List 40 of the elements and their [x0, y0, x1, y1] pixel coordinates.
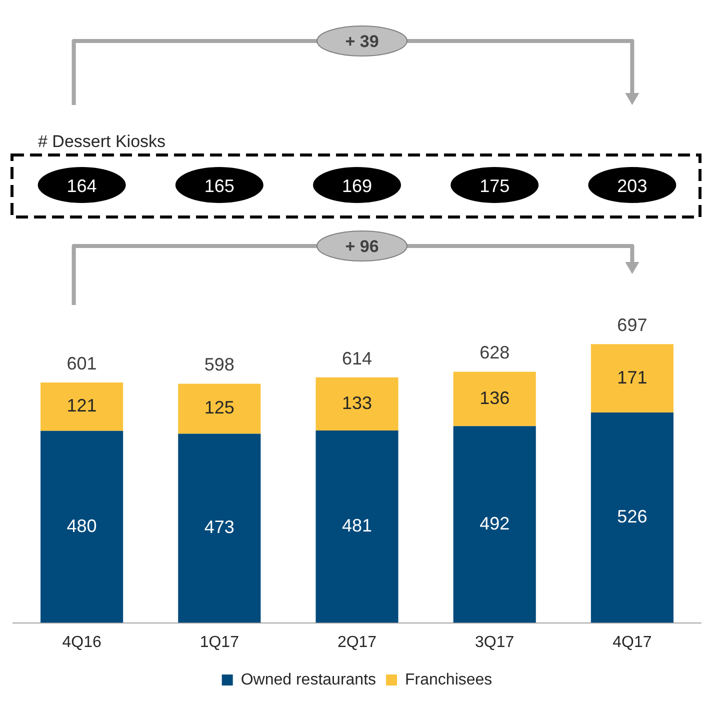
- data-label: 526: [617, 506, 648, 527]
- bar: [590, 344, 674, 413]
- total-label: 628: [480, 342, 510, 363]
- total-label: 598: [204, 354, 234, 375]
- data-label: 473: [204, 517, 234, 538]
- bar: [316, 377, 398, 431]
- data-label: 480: [66, 516, 97, 536]
- text: 203: [617, 176, 648, 196]
- text: + 39: [345, 32, 379, 51]
- data-label: 171: [617, 367, 648, 388]
- bar: [453, 426, 536, 623]
- total-label: 601: [66, 354, 97, 374]
- text: 175: [480, 176, 510, 196]
- bar: [316, 430, 398, 623]
- x-tick-label: 2Q17: [337, 634, 377, 651]
- data-label: 121: [66, 396, 97, 416]
- data-label: 136: [480, 388, 510, 408]
- bar: [40, 430, 124, 623]
- x-tick-label: 4Q16: [62, 634, 102, 651]
- legend-label: Franchisees: [405, 671, 492, 688]
- bar: [453, 372, 536, 426]
- data-label: 492: [480, 513, 510, 534]
- data-label: 481: [342, 516, 372, 536]
- text: 165: [204, 176, 234, 196]
- text: 164: [66, 176, 97, 196]
- text: + 96: [345, 237, 379, 256]
- x-tick-label: 4Q17: [612, 634, 652, 651]
- bar: [178, 384, 261, 434]
- x-tick-label: 1Q17: [200, 634, 240, 651]
- text: 169: [342, 176, 372, 196]
- bar: [590, 412, 674, 623]
- bar: [40, 382, 124, 431]
- text: # Dessert Kiosks: [38, 132, 166, 151]
- x-tick-label: 3Q17: [475, 634, 514, 651]
- bar: [178, 434, 261, 623]
- total-label: 614: [342, 348, 372, 368]
- data-label: 125: [204, 398, 234, 418]
- total-label: 697: [617, 315, 648, 336]
- legend-label: Owned restaurants: [240, 671, 376, 688]
- data-label: 133: [342, 392, 372, 413]
